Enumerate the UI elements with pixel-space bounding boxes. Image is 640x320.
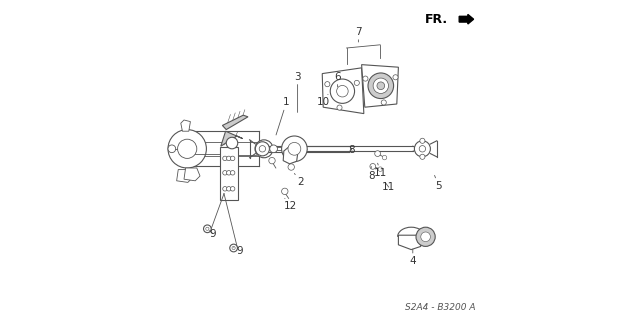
- Text: 3: 3: [294, 72, 301, 112]
- Text: FR.: FR.: [425, 13, 448, 26]
- Circle shape: [282, 188, 288, 195]
- Polygon shape: [223, 115, 248, 130]
- Circle shape: [415, 141, 431, 157]
- Text: 12: 12: [284, 198, 297, 212]
- Circle shape: [204, 225, 211, 233]
- Circle shape: [337, 105, 342, 110]
- Circle shape: [227, 156, 231, 161]
- Circle shape: [324, 82, 330, 87]
- Circle shape: [255, 140, 273, 158]
- Text: 8: 8: [349, 145, 355, 156]
- Circle shape: [370, 164, 376, 169]
- Text: 8: 8: [368, 166, 374, 181]
- Circle shape: [382, 155, 387, 160]
- Circle shape: [355, 80, 360, 85]
- Circle shape: [168, 145, 175, 153]
- Text: 11: 11: [382, 182, 396, 192]
- Text: 9: 9: [209, 228, 216, 239]
- Circle shape: [232, 246, 236, 250]
- Polygon shape: [362, 65, 398, 107]
- Polygon shape: [283, 146, 298, 164]
- Text: 10: 10: [317, 94, 330, 108]
- Text: 5: 5: [435, 175, 442, 191]
- Circle shape: [270, 145, 278, 153]
- Circle shape: [230, 171, 235, 175]
- Circle shape: [288, 142, 301, 155]
- Circle shape: [420, 138, 425, 143]
- Text: 9: 9: [234, 246, 243, 256]
- Circle shape: [230, 244, 237, 252]
- Circle shape: [337, 85, 348, 97]
- Circle shape: [227, 137, 238, 149]
- Circle shape: [259, 146, 266, 152]
- Polygon shape: [181, 120, 191, 131]
- Polygon shape: [184, 168, 200, 181]
- Circle shape: [363, 76, 368, 81]
- Text: 11: 11: [374, 163, 387, 178]
- Circle shape: [288, 164, 294, 170]
- Text: 2: 2: [294, 173, 304, 188]
- Circle shape: [168, 130, 206, 168]
- Circle shape: [375, 151, 380, 156]
- Polygon shape: [177, 170, 193, 182]
- Circle shape: [223, 171, 227, 175]
- Text: 7: 7: [355, 27, 362, 42]
- Text: 1: 1: [276, 97, 290, 135]
- Circle shape: [378, 167, 383, 172]
- Polygon shape: [398, 235, 421, 250]
- Circle shape: [230, 156, 235, 161]
- Circle shape: [419, 146, 426, 152]
- Circle shape: [368, 73, 394, 99]
- Circle shape: [223, 187, 227, 191]
- Circle shape: [230, 187, 235, 191]
- Circle shape: [330, 79, 355, 103]
- Circle shape: [377, 82, 385, 90]
- Bar: [220, 147, 237, 200]
- Circle shape: [223, 156, 227, 161]
- Circle shape: [421, 232, 431, 242]
- Circle shape: [206, 227, 209, 230]
- Circle shape: [227, 187, 231, 191]
- Circle shape: [373, 78, 388, 93]
- Circle shape: [255, 142, 269, 156]
- Text: 4: 4: [410, 249, 416, 266]
- Text: S2A4 - B3200 A: S2A4 - B3200 A: [404, 303, 475, 312]
- Text: 6: 6: [334, 72, 341, 87]
- Circle shape: [420, 154, 425, 159]
- FancyArrow shape: [460, 14, 474, 24]
- Circle shape: [381, 100, 387, 105]
- Circle shape: [393, 75, 398, 80]
- Circle shape: [282, 136, 307, 162]
- Circle shape: [269, 157, 275, 164]
- Circle shape: [178, 139, 197, 158]
- Circle shape: [416, 227, 435, 246]
- Polygon shape: [322, 68, 364, 114]
- Circle shape: [227, 171, 231, 175]
- Polygon shape: [221, 131, 243, 146]
